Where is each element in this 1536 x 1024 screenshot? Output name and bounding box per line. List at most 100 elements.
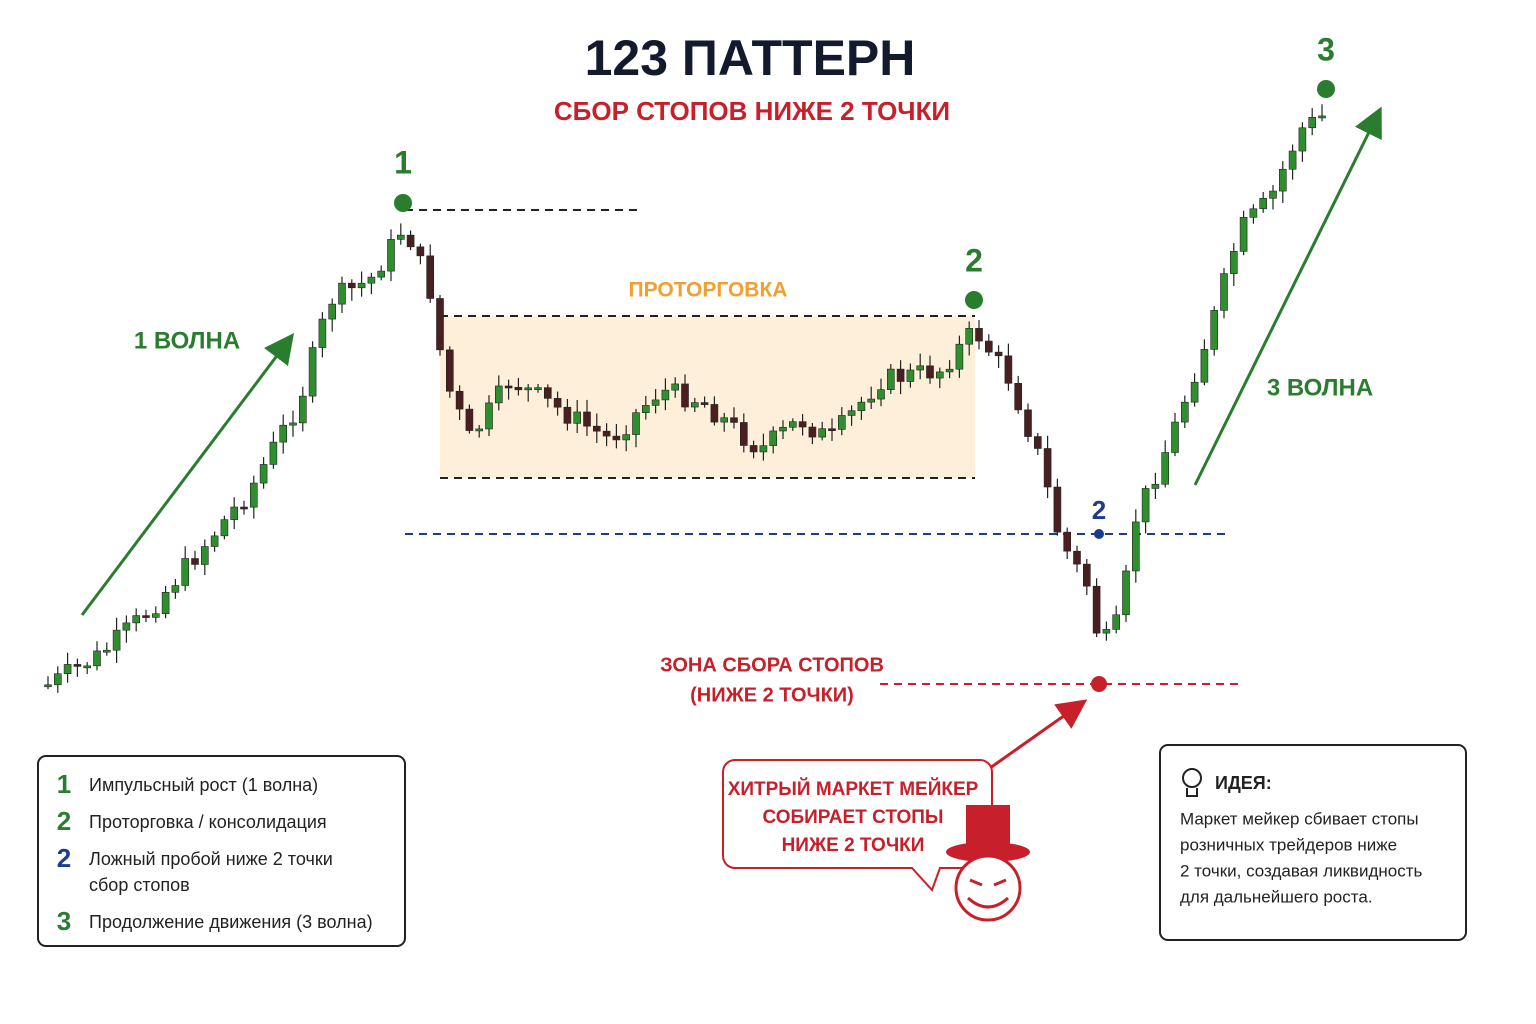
- candle-body: [818, 428, 827, 438]
- candle-body: [44, 684, 52, 688]
- candle-body: [1298, 127, 1307, 152]
- candle-body: [730, 417, 738, 423]
- candle-body: [720, 417, 729, 423]
- legend-text: Импульсный рост (1 волна): [89, 775, 318, 795]
- speech-bubble: [722, 759, 993, 892]
- candle-body: [240, 506, 248, 510]
- candle-body: [122, 622, 131, 631]
- candle-body: [210, 535, 219, 547]
- point-2: [965, 291, 983, 309]
- candle-body: [877, 389, 885, 400]
- candle-body: [769, 430, 778, 446]
- idea-text: розничных трейдеров ниже: [1180, 835, 1397, 854]
- candle-body: [671, 383, 680, 391]
- candle-body: [1161, 452, 1169, 485]
- legend-text: Проторговка / консолидация: [89, 812, 327, 832]
- wave3-arrow: [1193, 106, 1382, 486]
- candle-body: [935, 371, 944, 379]
- candle-body: [161, 592, 170, 615]
- candle-body: [886, 368, 895, 390]
- candle-body: [377, 270, 386, 278]
- candle-body: [641, 405, 650, 413]
- candle-body: [406, 234, 415, 248]
- candle-body: [220, 519, 229, 537]
- candle-body: [739, 422, 748, 446]
- candle-body: [710, 404, 719, 423]
- idea-text: Маркет мейкер сбивает стопы: [1180, 809, 1419, 828]
- idea-title: ИДЕЯ:: [1215, 773, 1272, 793]
- candle-body: [808, 426, 817, 438]
- candle-body: [132, 615, 140, 624]
- candle-body: [896, 368, 905, 382]
- candle-body: [1063, 531, 1071, 552]
- candle-body: [347, 282, 356, 289]
- candle-body: [553, 398, 562, 408]
- candle-body: [788, 421, 797, 428]
- legend-text: Продолжение движения (3 волна): [89, 912, 373, 932]
- wave3: 3 ВОЛНА: [1267, 374, 1373, 401]
- candle-body: [396, 234, 405, 240]
- candle-body: [543, 387, 552, 399]
- candle-body: [1181, 401, 1189, 423]
- idea-text: для дальнейшего роста.: [1180, 887, 1373, 906]
- subtitle: СБОР СТОПОВ НИЖЕ 2 ТОЧКИ: [554, 96, 950, 126]
- legend-box: [37, 755, 406, 947]
- candle-body: [632, 412, 640, 435]
- point-2-false: [1094, 529, 1104, 539]
- candle-body: [191, 558, 199, 565]
- candle-body: [455, 390, 464, 410]
- candle-body: [602, 430, 611, 437]
- candle-body: [945, 368, 954, 373]
- candle-body: [1004, 355, 1013, 384]
- range-label: ПРОТОРГОВКА: [629, 279, 788, 302]
- candle-body: [201, 546, 209, 565]
- candle-body: [357, 282, 366, 289]
- candle-body: [289, 422, 297, 426]
- candle-body: [445, 349, 454, 392]
- candle-body: [1112, 614, 1120, 630]
- candle-body: [1122, 570, 1130, 616]
- candle-body: [779, 426, 787, 432]
- candle-body: [1034, 436, 1042, 449]
- bulb-icon: [1182, 768, 1202, 797]
- candle-body: [1259, 197, 1267, 210]
- zone-label: (НИЖЕ 2 ТОЧКИ): [690, 684, 854, 706]
- candle-body: [1210, 310, 1218, 350]
- candle-body: [1024, 409, 1032, 437]
- stop-arrow: [989, 699, 1088, 770]
- zone-label: ЗОНА СБОРА СТОПОВ: [660, 654, 884, 676]
- candle-body: [661, 389, 670, 401]
- candle-body: [465, 408, 474, 431]
- legend-num: 2: [57, 806, 71, 836]
- candle-body: [83, 665, 91, 669]
- candle-body: [181, 558, 189, 586]
- candle-body: [700, 402, 709, 405]
- range-box: [440, 316, 975, 478]
- candle-body: [1230, 251, 1238, 274]
- candle-body: [1190, 381, 1199, 403]
- title: 123 ПАТТЕРН: [585, 30, 916, 86]
- candle-body: [152, 613, 160, 618]
- candle-body: [1288, 150, 1297, 170]
- legend-text: Ложный пробой ниже 2 точки: [89, 849, 333, 869]
- candle-body: [749, 445, 758, 453]
- candle-body: [171, 585, 180, 593]
- candle-body: [494, 385, 503, 404]
- candle-body: [328, 303, 337, 320]
- candle-body: [269, 441, 278, 465]
- candle-body: [1083, 563, 1091, 587]
- candle-body: [63, 664, 72, 675]
- candle-body: [690, 402, 699, 408]
- candle-body: [416, 246, 425, 257]
- idea-text: 2 точки, создавая ликвидность: [1180, 861, 1422, 880]
- label-1: 1: [394, 144, 412, 180]
- point-1: [394, 194, 412, 212]
- wave1-arrow: [80, 333, 295, 616]
- candle-body: [798, 421, 807, 428]
- candles: [44, 104, 1326, 693]
- legend-text: сбор стопов: [89, 875, 190, 895]
- candle-body: [524, 387, 533, 391]
- candle-body: [504, 385, 513, 389]
- candle-body: [1092, 585, 1101, 634]
